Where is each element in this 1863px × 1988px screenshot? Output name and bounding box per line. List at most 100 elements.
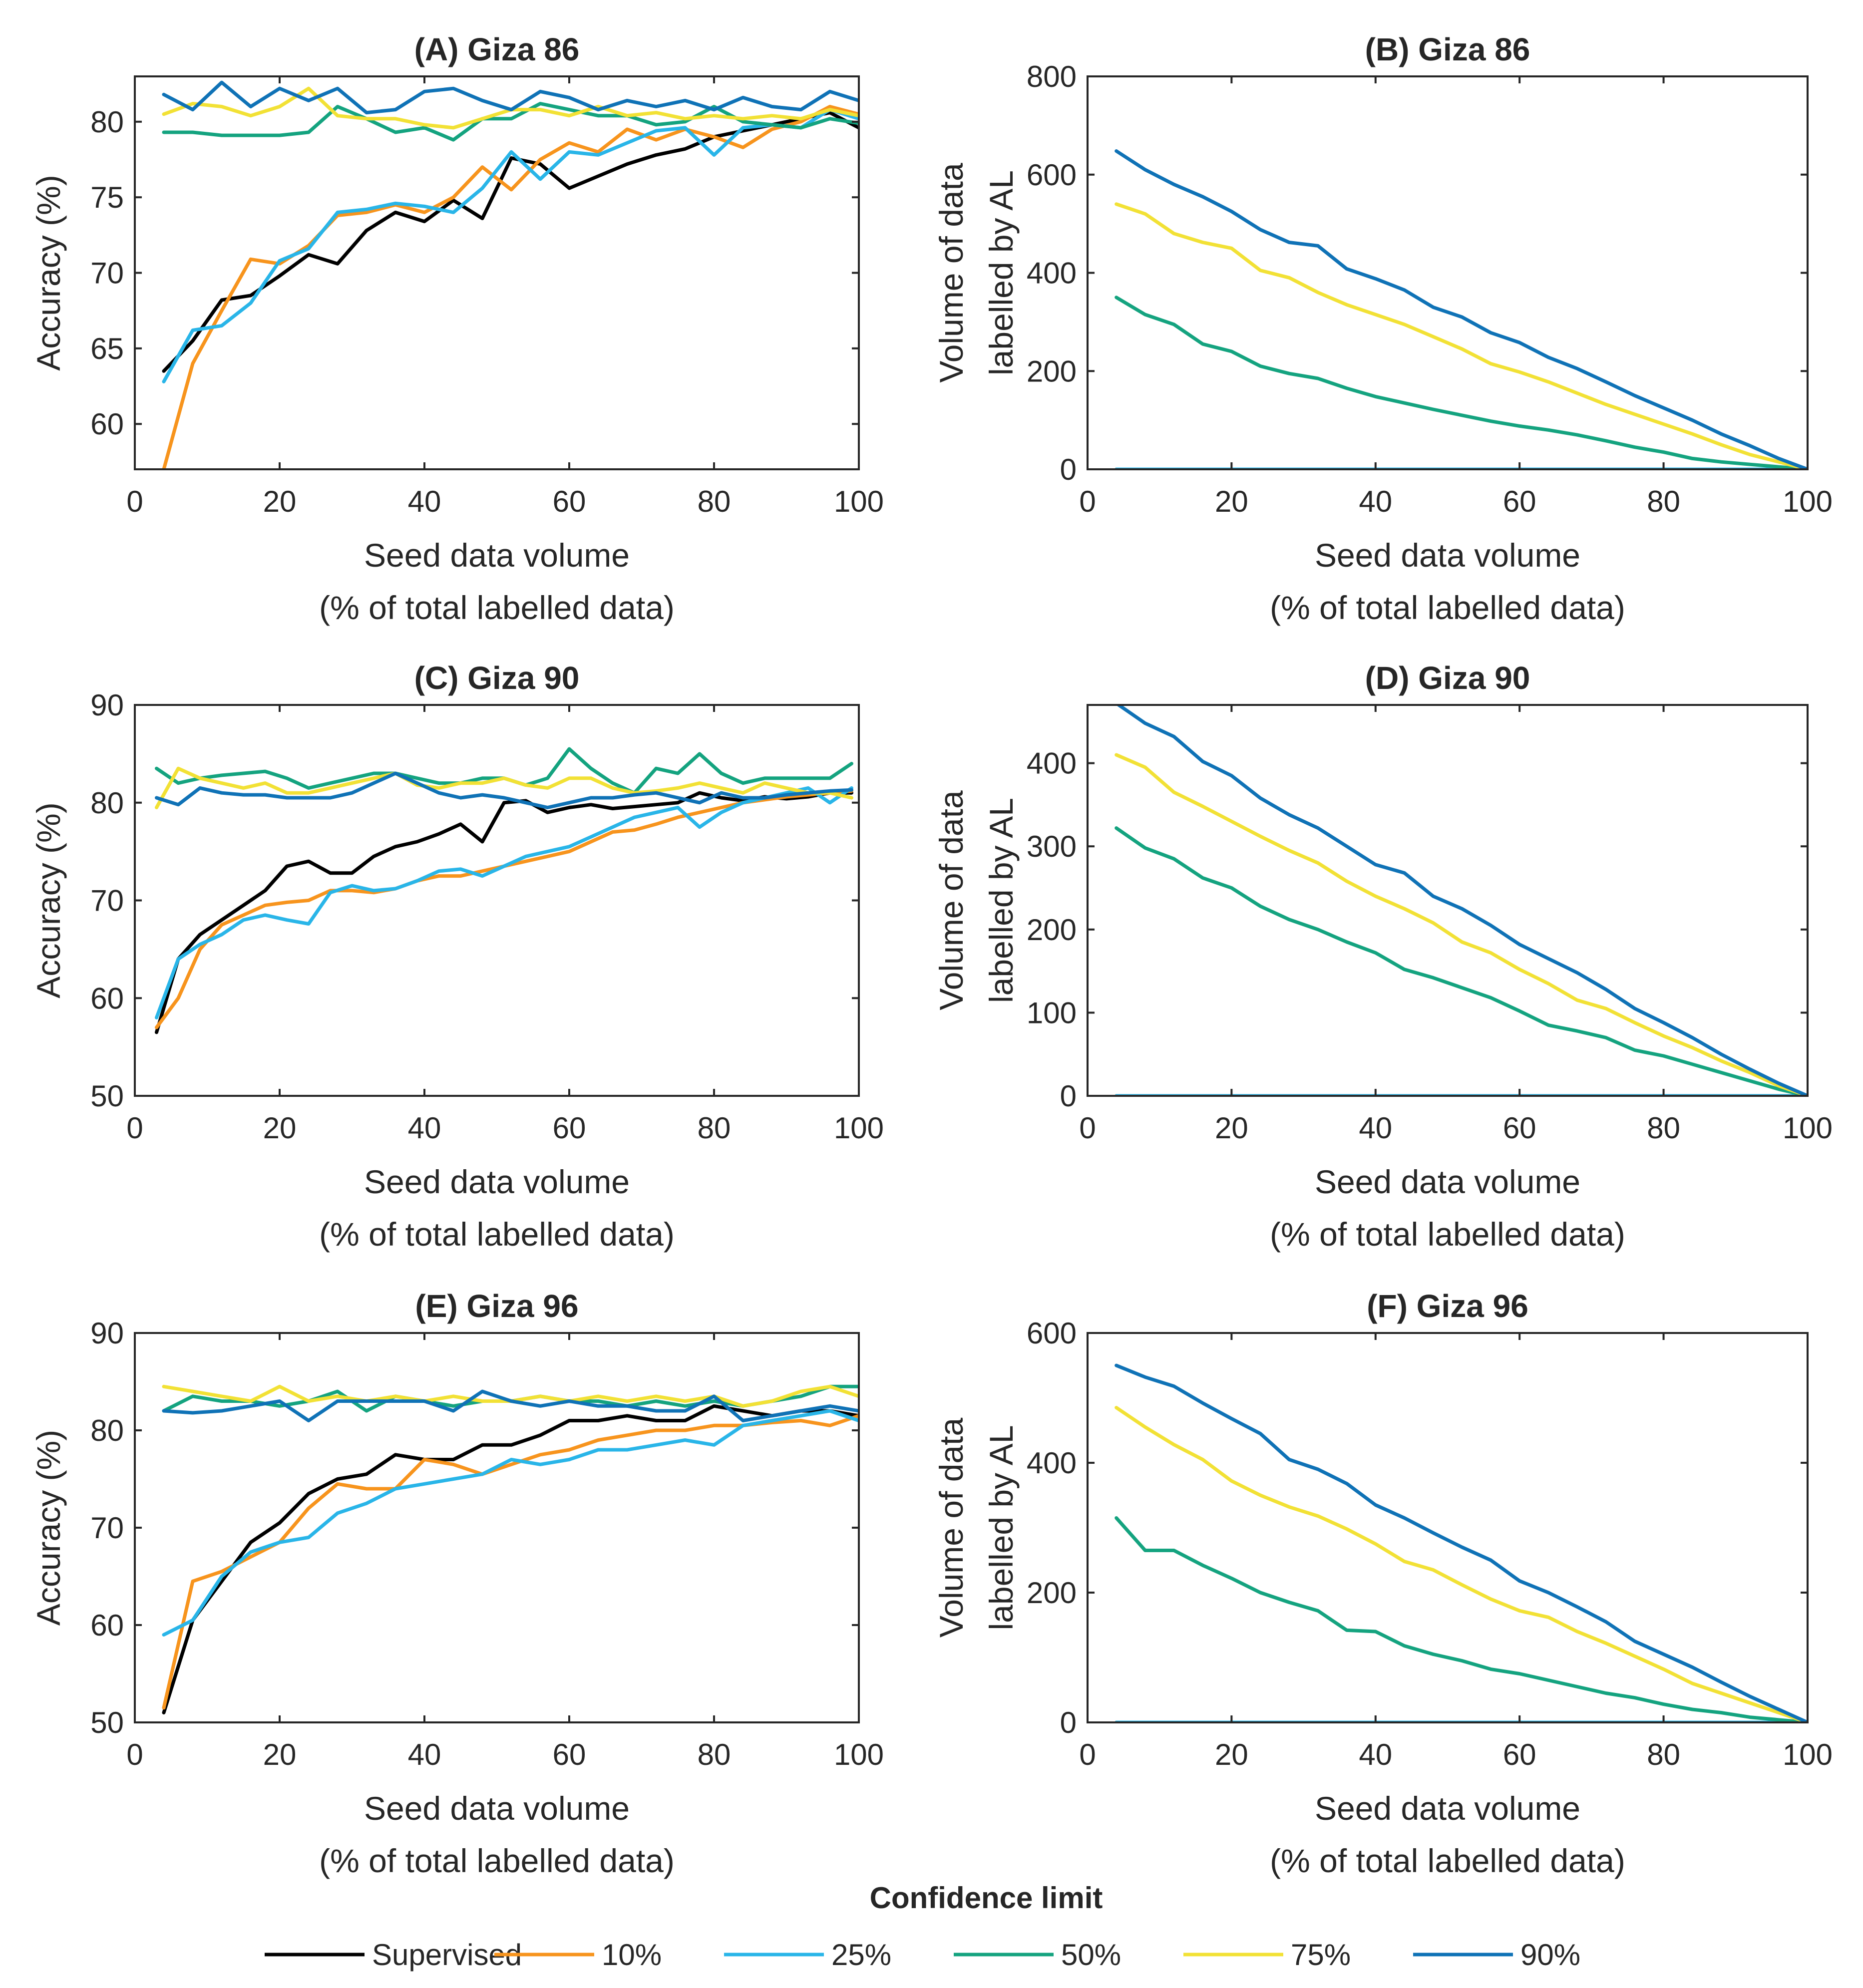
legend-item: 90% — [1413, 1938, 1580, 1972]
series-line-50pct — [1115, 1516, 1808, 1722]
x-tick-label: 100 — [1783, 485, 1833, 518]
legend-label: 50% — [1061, 1938, 1121, 1972]
panel-title: (A) Giza 86 — [414, 31, 580, 67]
x-tick-label: 60 — [553, 1111, 586, 1145]
series-line-50pct — [1115, 296, 1808, 469]
y-tick-label: 800 — [1027, 60, 1077, 93]
y-tick-label: 80 — [90, 105, 124, 139]
x-tick-label: 100 — [834, 485, 884, 518]
legend-item: 25% — [724, 1938, 891, 1972]
series-line-90pct — [1116, 705, 1808, 1096]
axes-frame — [134, 1332, 860, 1723]
legend: Confidence limit Supervised 10% 25% 50% 75% 9… — [265, 1881, 1580, 1972]
y-tick-label: 70 — [90, 257, 124, 290]
panel-title: (C) Giza 90 — [414, 660, 580, 696]
y-tick-label: 0 — [1060, 1079, 1077, 1113]
legend-items: Supervised 10% 25% 50% 75% 90% — [265, 1938, 1580, 1972]
x-tick-label: 0 — [1079, 1111, 1096, 1145]
series-line-90pct — [155, 771, 853, 809]
x-tick-label: 100 — [1783, 1738, 1833, 1771]
y-tick-label: 0 — [1060, 1706, 1077, 1739]
y-tick-label: 80 — [90, 1414, 124, 1447]
y-axis-label: Accuracy (%) — [30, 1430, 67, 1626]
x-tick-label: 80 — [698, 1738, 731, 1771]
y-tick-label: 80 — [90, 786, 124, 820]
y-tick-label: 300 — [1027, 830, 1077, 863]
x-tick-label: 0 — [126, 1738, 143, 1771]
x-tick-label: 0 — [1079, 1738, 1096, 1771]
legend-title: Confidence limit — [870, 1881, 1103, 1915]
y-axis-label-line2: labelled by AL — [983, 170, 1020, 375]
y-tick-label: 400 — [1027, 257, 1077, 290]
panel-title: (B) Giza 86 — [1365, 31, 1530, 67]
x-axis-label: Seed data volume — [364, 1163, 630, 1200]
y-tick-label: 0 — [1060, 453, 1077, 486]
series-line-50pct — [162, 1384, 859, 1413]
x-tick-label: 80 — [698, 1111, 731, 1145]
x-axis-label-units: (% of total labelled data) — [319, 1842, 675, 1879]
y-tick-label: 100 — [1027, 996, 1077, 1029]
series-group — [1115, 149, 1808, 469]
y-tick-label: 90 — [90, 688, 124, 722]
y-tick-label: 70 — [90, 884, 124, 918]
x-tick-label: 40 — [1359, 1738, 1392, 1771]
series-line-25pct — [162, 1409, 859, 1637]
series-line-90pct — [1115, 149, 1808, 469]
x-tick-label: 80 — [698, 485, 731, 518]
legend-item: Supervised — [265, 1938, 522, 1972]
x-tick-label: 20 — [1215, 485, 1248, 518]
y-tick-label: 200 — [1027, 913, 1077, 947]
x-tick-label: 40 — [408, 1111, 441, 1145]
y-tick-label: 600 — [1027, 1317, 1077, 1350]
x-axis-label-units: (% of total labelled data) — [1270, 1842, 1625, 1879]
series-group — [1115, 705, 1808, 1096]
y-axis-label: Volume of data — [933, 163, 970, 383]
y-axis-label-line2: labelled by AL — [983, 798, 1020, 1003]
panel-D: 0 20 40 60 80 100 0 100 200 300 400 (D) Giza 90 Seed… — [933, 660, 1833, 1253]
series-line-supervised — [162, 1404, 859, 1714]
series-line-90pct — [162, 80, 859, 115]
series-line-75pct — [1115, 202, 1808, 469]
y-tick-label: 400 — [1027, 1446, 1077, 1480]
y-tick-label: 90 — [90, 1317, 124, 1350]
legend-item: 75% — [1183, 1938, 1351, 1972]
x-axis-label: Seed data volume — [1315, 1790, 1580, 1827]
x-tick-label: 40 — [408, 485, 441, 518]
series-line-25pct — [155, 786, 853, 1019]
y-tick-label: 70 — [90, 1511, 124, 1545]
x-tick-label: 100 — [834, 1111, 884, 1145]
x-tick-label: 0 — [126, 1111, 143, 1145]
series-line-75pct — [1115, 1406, 1808, 1722]
x-axis-label: Seed data volume — [364, 537, 630, 574]
x-axis-label: Seed data volume — [364, 1790, 630, 1827]
y-tick-label: 65 — [90, 332, 124, 365]
y-tick-label: 75 — [90, 181, 124, 214]
x-tick-label: 80 — [1647, 1738, 1680, 1771]
y-axis-label: Accuracy (%) — [30, 802, 67, 998]
x-tick-label: 20 — [263, 485, 297, 518]
x-tick-label: 60 — [1503, 1111, 1536, 1145]
y-axis-label: Volume of data — [933, 1418, 970, 1638]
series-line-75pct — [1115, 753, 1808, 1096]
x-tick-label: 60 — [553, 1738, 586, 1771]
x-axis-label: Seed data volume — [1315, 537, 1580, 574]
legend-item: 10% — [494, 1938, 662, 1972]
y-tick-label: 200 — [1027, 354, 1077, 388]
series-line-50pct — [162, 102, 859, 142]
series-line-supervised — [155, 791, 853, 1034]
x-axis-label-units: (% of total labelled data) — [319, 1216, 675, 1253]
series-line-10pct — [155, 789, 853, 1029]
x-tick-label: 20 — [263, 1738, 297, 1771]
series-line-90pct — [162, 1389, 859, 1422]
x-tick-label: 40 — [1359, 1111, 1392, 1145]
axes-frame — [1087, 75, 1809, 470]
panel-title: (D) Giza 90 — [1365, 660, 1530, 696]
series-group — [155, 747, 853, 1034]
legend-label: 75% — [1291, 1938, 1351, 1972]
x-axis-label-units: (% of total labelled data) — [1270, 1216, 1625, 1253]
x-tick-label: 80 — [1647, 1111, 1680, 1145]
x-tick-label: 60 — [553, 485, 586, 518]
series-line-25pct — [162, 108, 859, 383]
series-line-supervised — [162, 111, 859, 373]
